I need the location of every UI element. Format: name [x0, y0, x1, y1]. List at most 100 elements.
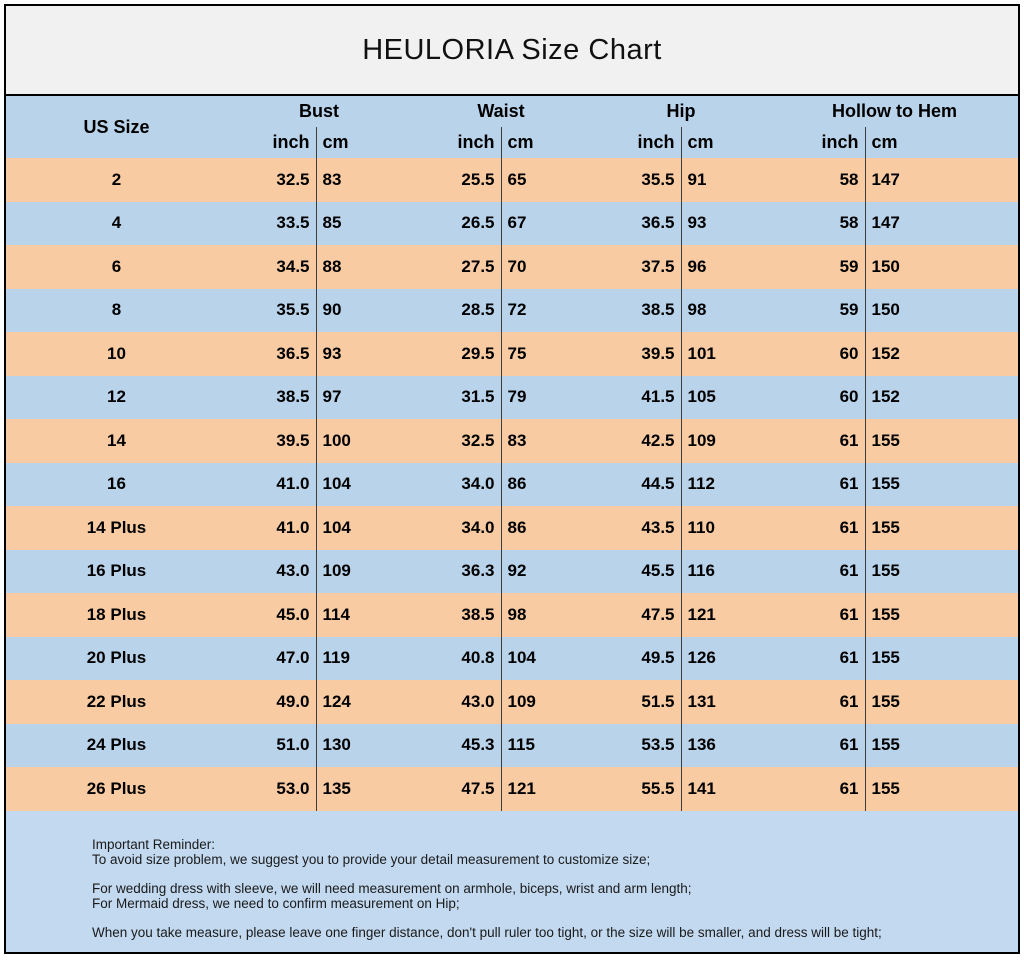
- table-row: 24 Plus 51.0 130 45.3 115 53.5 136 61 155: [6, 723, 1018, 767]
- hollow-inch-cell: 61: [771, 767, 866, 811]
- page-title: HEULORIA Size Chart: [362, 33, 662, 66]
- hip-cm-cell: 110: [687, 517, 715, 537]
- waist-inch-cell: 45.3: [411, 723, 502, 767]
- hollow-inch-cell: 60: [771, 332, 866, 376]
- hollow-inch-cell: 61: [771, 593, 866, 637]
- hip-cm-cell: 116: [687, 561, 715, 581]
- column-header-hollow-to-hem: Hollow to Hem: [832, 101, 958, 121]
- table-row: 12 38.5 97 31.5 79 41.5 105 60 152: [6, 375, 1018, 420]
- bust-inch-cell: 41.0: [227, 506, 317, 550]
- reminder-line: When you take measure, please leave one …: [92, 924, 882, 940]
- waist-cm-cell: 109: [507, 691, 536, 711]
- hollow-inch-cell: 59: [771, 288, 866, 332]
- reminder-blank-line: [92, 912, 998, 925]
- row-spacer-cell: [959, 419, 1018, 463]
- size-table-header: US Size Bust Waist Hip Hollow to Hem inc…: [6, 96, 1018, 158]
- hip-inch-cell: 42.5: [591, 419, 682, 463]
- hollow-inch-cell: 61: [771, 462, 866, 506]
- bust-cm-cell: 100: [322, 430, 351, 450]
- bust-cm-cell: 135: [322, 778, 351, 798]
- table-row: 10 36.5 93 29.5 75 39.5 101 60 152: [6, 332, 1018, 376]
- table-row: 4 33.5 85 26.5 67 36.5 93 58 147: [6, 201, 1018, 245]
- column-header-waist: Waist: [477, 101, 525, 121]
- unit-label-hollow-cm: cm: [871, 132, 898, 152]
- reminder-section: Important Reminder: To avoid size problem…: [6, 810, 1018, 952]
- waist-cm-cell: 104: [507, 648, 536, 668]
- table-row: 16 Plus 43.0 109 36.3 92 45.5 116 61 155: [6, 549, 1018, 593]
- waist-cm-cell: 75: [507, 343, 527, 363]
- bust-inch-cell: 51.0: [227, 723, 317, 767]
- size-cell: 16 Plus: [86, 561, 147, 581]
- size-cell: 18 Plus: [86, 604, 147, 624]
- reminder-blank-line: [92, 868, 998, 881]
- waist-cm-cell: 121: [507, 778, 536, 798]
- waist-inch-cell: 28.5: [411, 288, 502, 332]
- bust-inch-cell: 35.5: [227, 288, 317, 332]
- bust-inch-cell: 53.0: [227, 767, 317, 811]
- hollow-inch-cell: 61: [771, 680, 866, 724]
- hip-inch-cell: 47.5: [591, 593, 682, 637]
- hollow-cm-cell: 147: [871, 213, 900, 233]
- bust-inch-cell: 34.5: [227, 245, 317, 289]
- bust-cm-cell: 88: [322, 256, 342, 276]
- hollow-cm-cell: 155: [871, 691, 900, 711]
- hollow-cm-cell: 150: [871, 256, 900, 276]
- bust-inch-cell: 38.5: [227, 375, 317, 419]
- size-cell: 20 Plus: [86, 648, 147, 668]
- hollow-cm-cell: 147: [871, 169, 900, 189]
- hip-cm-cell: 101: [687, 343, 716, 363]
- reminder-line: To avoid size problem, we suggest you to…: [92, 852, 651, 867]
- hip-cm-cell: 126: [687, 648, 716, 668]
- hip-cm-cell: 131: [687, 691, 716, 711]
- hip-inch-cell: 44.5: [591, 462, 682, 506]
- waist-inch-cell: 32.5: [411, 419, 502, 463]
- hollow-inch-cell: 61: [771, 419, 866, 463]
- hip-inch-cell: 39.5: [591, 332, 682, 376]
- row-spacer-cell: [959, 158, 1018, 202]
- unit-label-hollow-inch: inch: [771, 127, 866, 158]
- waist-inch-cell: 29.5: [411, 332, 502, 376]
- row-spacer-cell: [959, 680, 1018, 724]
- size-cell: 8: [111, 300, 122, 320]
- waist-inch-cell: 31.5: [411, 375, 502, 419]
- table-row: 20 Plus 47.0 119 40.8 104 49.5 126 61 155: [6, 636, 1018, 680]
- size-cell: 4: [111, 213, 122, 233]
- size-cell: 2: [111, 169, 122, 189]
- group-header-row: US Size Bust Waist Hip Hollow to Hem: [6, 96, 1018, 137]
- row-spacer-cell: [959, 767, 1018, 811]
- hollow-cm-cell: 155: [871, 735, 900, 755]
- bust-inch-cell: 41.0: [227, 462, 317, 506]
- hip-cm-cell: 91: [687, 169, 707, 189]
- size-table-body: 2 32.5 83 25.5 65 35.5 91 58 147 4 33.5 85 26.5 67 36.…: [6, 158, 1018, 811]
- size-cell: 6: [111, 256, 122, 276]
- row-spacer-cell: [959, 376, 1018, 420]
- waist-cm-cell: 79: [507, 387, 527, 407]
- hip-inch-cell: 55.5: [591, 767, 682, 811]
- hip-cm-cell: 98: [687, 300, 707, 320]
- waist-inch-cell: 34.0: [411, 506, 502, 550]
- waist-inch-cell: 36.3: [411, 549, 502, 593]
- table-row: 26 Plus 53.0 135 47.5 121 55.5 141 61 155: [6, 767, 1018, 811]
- unit-label-hip-inch: inch: [591, 127, 682, 158]
- waist-cm-cell: 65: [507, 169, 527, 189]
- hip-cm-cell: 96: [687, 256, 707, 276]
- size-cell: 14: [107, 430, 126, 450]
- waist-inch-cell: 47.5: [411, 767, 502, 811]
- size-cell: 12: [107, 387, 126, 407]
- row-spacer-cell: [959, 593, 1018, 637]
- waist-inch-cell: 34.0: [411, 462, 502, 506]
- size-cell: 10: [107, 343, 126, 363]
- bust-inch-cell: 47.0: [227, 636, 317, 680]
- row-spacer-cell: [959, 463, 1018, 507]
- size-table: US Size Bust Waist Hip Hollow to Hem inc…: [6, 96, 1018, 811]
- waist-cm-cell: 86: [507, 474, 527, 494]
- column-header-hip: Hip: [666, 101, 696, 121]
- bust-inch-cell: 45.0: [227, 593, 317, 637]
- hip-inch-cell: 41.5: [591, 375, 682, 419]
- chart-title-bar: HEULORIA Size Chart: [6, 6, 1018, 96]
- hollow-inch-cell: 61: [771, 636, 866, 680]
- hollow-inch-cell: 59: [771, 245, 866, 289]
- hollow-cm-cell: 155: [871, 474, 900, 494]
- hip-cm-cell: 141: [687, 778, 716, 798]
- bust-inch-cell: 43.0: [227, 549, 317, 593]
